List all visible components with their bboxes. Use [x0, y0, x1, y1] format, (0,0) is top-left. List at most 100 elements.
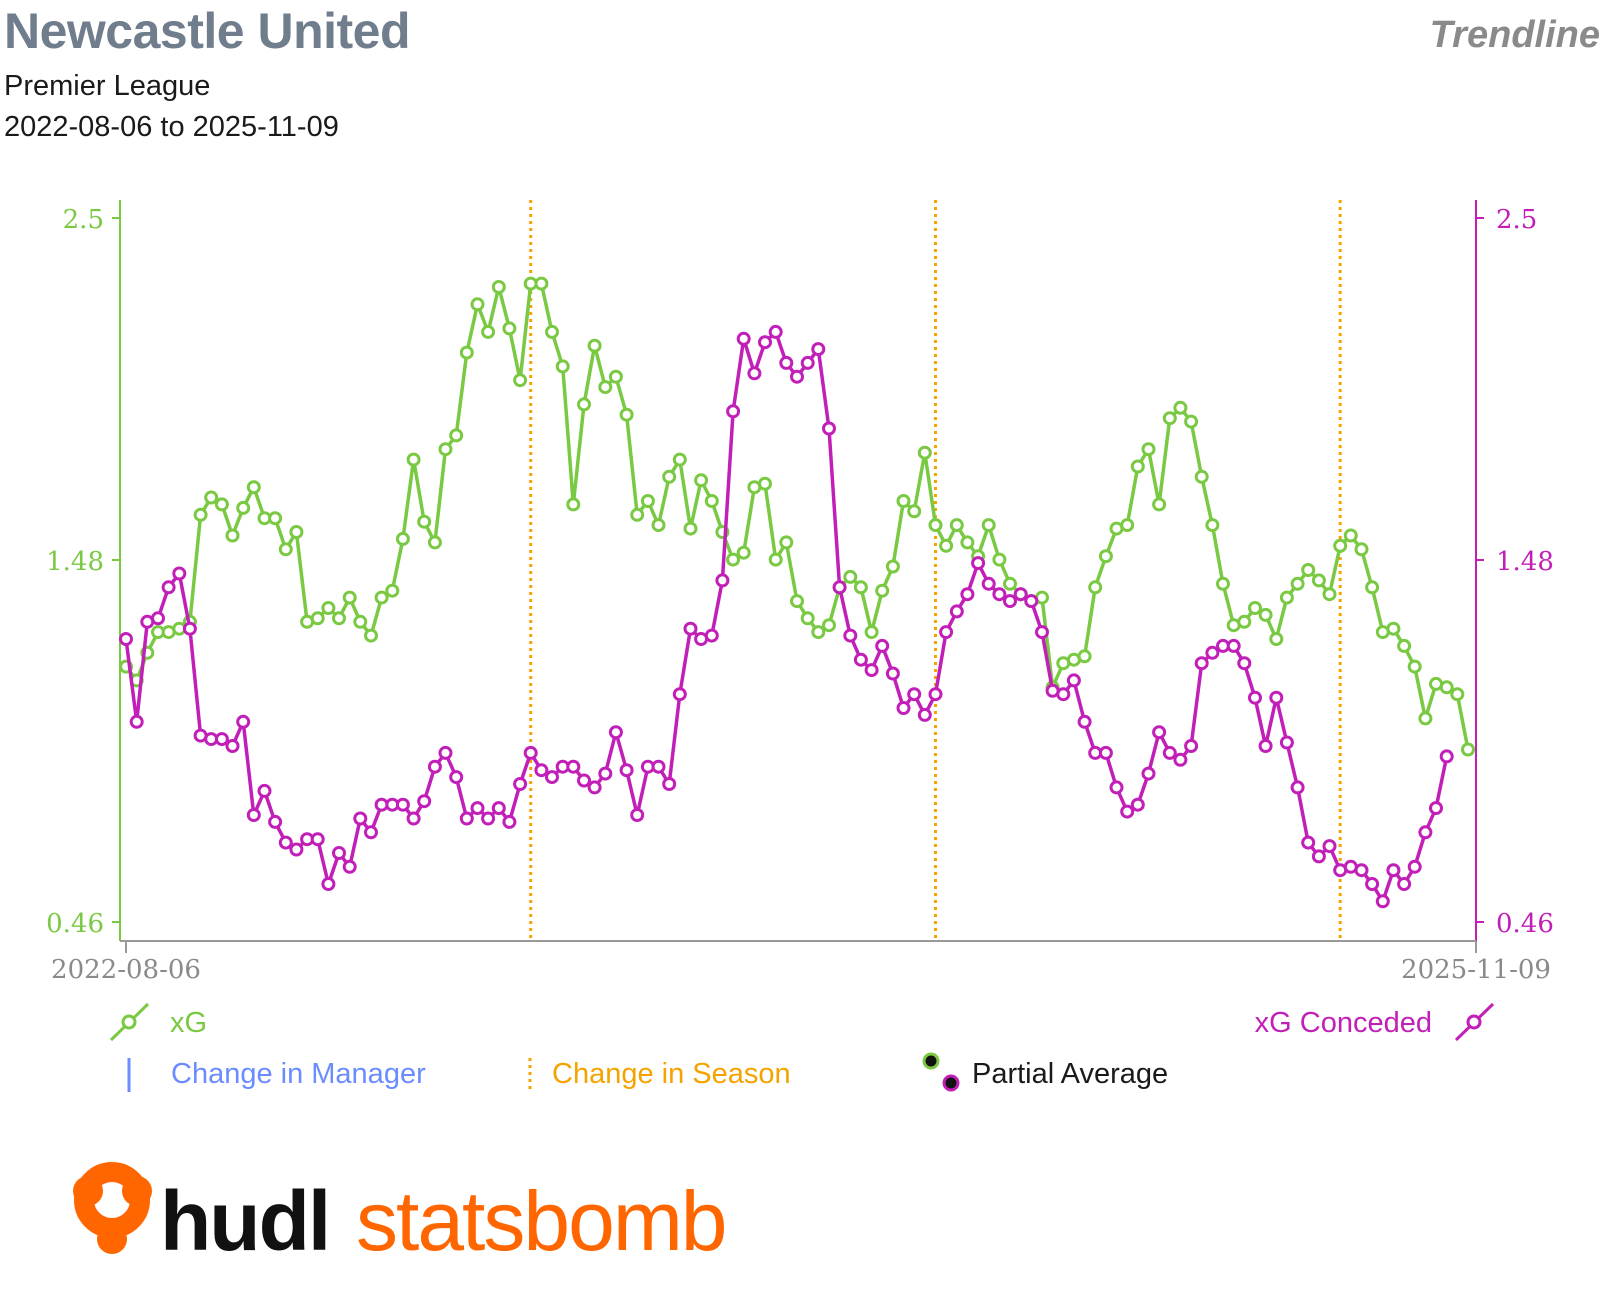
xg-point	[800, 611, 815, 626]
xg-point	[885, 559, 900, 574]
xg-point	[1258, 607, 1273, 622]
hudl-statsbomb-logo: hudl statsbomb	[73, 1162, 728, 1268]
xg-conceded-point	[907, 687, 922, 702]
right-tick-label-bottom: 0.46	[1496, 909, 1554, 939]
xg-conceded-point	[1269, 690, 1284, 705]
xg-conceded-point	[598, 766, 613, 781]
xg-conceded-point	[417, 794, 432, 809]
xg-point	[1120, 518, 1135, 533]
xg-point	[1397, 638, 1412, 653]
date-range-label: 2022-08-06 to 2025-11-09	[4, 111, 339, 143]
xg-conceded-point	[1024, 594, 1039, 609]
xg-point	[790, 594, 804, 609]
xg-conceded-point	[491, 801, 506, 816]
xg-conceded-point	[332, 846, 346, 860]
xg-conceded-point	[1439, 749, 1454, 764]
season-change-lines	[529, 200, 1342, 941]
xg-conceded-point	[939, 625, 954, 640]
xg-conceded-point	[619, 763, 634, 778]
hudl-mark-icon	[73, 1162, 152, 1254]
xg-conceded-point	[1258, 739, 1273, 753]
xg-conceded-point	[406, 811, 421, 826]
xg-conceded-point	[726, 404, 741, 419]
xg-point	[1130, 459, 1145, 474]
xg-conceded-point	[395, 797, 410, 812]
xg-point	[981, 518, 996, 533]
xg-point	[640, 494, 655, 508]
xg-point	[651, 518, 666, 533]
left-tick-label-bottom: 0.46	[46, 909, 104, 939]
xg-conceded-point	[1248, 690, 1262, 705]
xg-conceded-point	[1397, 877, 1412, 891]
xg-point	[1088, 580, 1103, 595]
xg-conceded-point	[1066, 673, 1081, 688]
xg-conceded-point	[577, 773, 591, 788]
chart-title: Newcastle United	[4, 3, 411, 59]
series-xg-conceded	[119, 324, 1454, 909]
legend: xG xG Conceded Change in Manager Change …	[109, 1002, 1495, 1092]
xg-conceded-point	[864, 663, 879, 678]
xg-point	[204, 490, 219, 505]
xg-point	[364, 628, 378, 643]
xg-point	[289, 525, 304, 539]
xg-conceded-point	[758, 335, 772, 350]
xg-point	[395, 531, 410, 546]
xg-conceded-point	[1152, 725, 1167, 740]
xg-point	[374, 590, 389, 605]
xg-conceded-point	[1386, 863, 1401, 878]
xg-conceded-point	[768, 324, 783, 339]
xg-point	[1248, 601, 1262, 615]
xg-conceded-point	[566, 759, 581, 774]
xg-conceded-point	[683, 621, 698, 636]
xg-point	[1173, 400, 1188, 415]
legend-manager-label: Change in Manager	[171, 1058, 426, 1090]
xg-point	[268, 511, 283, 526]
xg-conceded-point	[651, 759, 666, 774]
xg-conceded-point	[438, 745, 453, 760]
xg-point	[779, 535, 794, 550]
xg-conceded-point	[1279, 735, 1294, 750]
xg-point	[1461, 742, 1475, 757]
xg-point	[939, 538, 954, 553]
xg-conceded-point	[513, 777, 528, 791]
xg-conceded-point	[960, 587, 975, 602]
xg-conceded-point	[800, 355, 815, 370]
xg-conceded-point	[704, 628, 719, 643]
xg-point	[417, 514, 432, 529]
xg-point	[513, 373, 528, 388]
xg-conceded-point	[1375, 894, 1390, 909]
xg-point	[278, 542, 293, 557]
xg-conceded-point	[310, 832, 325, 847]
right-tick-label-top: 2.5	[1496, 205, 1537, 235]
xg-conceded-point	[971, 556, 986, 571]
xg-conceded-point	[896, 701, 911, 715]
xg-conceded-point	[715, 573, 730, 588]
xg-conceded-point	[449, 770, 464, 785]
xg-point	[853, 580, 868, 595]
xg-conceded-point	[1301, 835, 1316, 850]
xg-conceded-point	[545, 770, 559, 785]
legend-xg-conceded-marker-icon	[1466, 1014, 1482, 1030]
xg-conceded-point	[427, 759, 442, 774]
xg-point	[949, 518, 964, 533]
xg-conceded-point	[917, 707, 932, 722]
xg-point	[1290, 576, 1305, 591]
xg-point	[406, 452, 421, 467]
left-tick-label-mid: 1.48	[46, 547, 104, 577]
xg-point	[960, 535, 975, 550]
xg-conceded-point	[853, 652, 868, 667]
legend-partial-green-icon	[922, 1052, 940, 1070]
xg-point	[236, 500, 251, 515]
xg-conceded-point	[1205, 645, 1220, 660]
xg-point	[1279, 590, 1294, 605]
xg-conceded-point	[1322, 839, 1337, 854]
xg-line	[124, 281, 1470, 750]
xg-conceded-point	[1311, 849, 1326, 864]
xg-point	[193, 507, 208, 522]
xg-conceded-point	[1077, 714, 1092, 729]
xg-point	[1098, 549, 1113, 564]
xg-conceded-point	[523, 745, 538, 760]
xg-point	[427, 535, 442, 550]
xg-point	[1194, 469, 1209, 484]
xg-point	[449, 428, 464, 443]
